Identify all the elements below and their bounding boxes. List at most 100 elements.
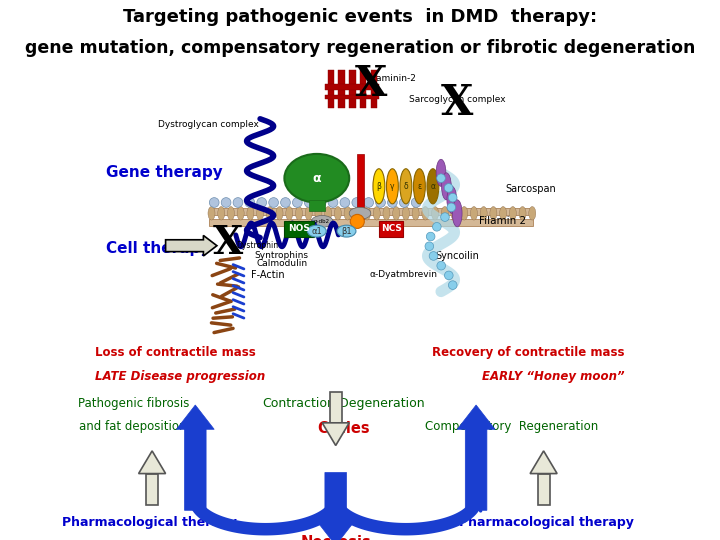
Ellipse shape [228,206,235,220]
Ellipse shape [315,206,322,220]
Text: Dystrophin: Dystrophin [236,241,278,250]
Ellipse shape [373,168,385,204]
Circle shape [340,198,350,207]
Bar [338,70,345,108]
Ellipse shape [286,206,293,220]
Text: Sarcoglycan complex: Sarcoglycan complex [409,96,505,104]
Ellipse shape [519,206,526,220]
Text: Pathogenic fibrosis: Pathogenic fibrosis [78,397,189,410]
Circle shape [444,184,453,192]
Ellipse shape [387,168,398,204]
Ellipse shape [337,225,356,237]
Circle shape [411,198,421,207]
Bar [209,208,533,215]
Ellipse shape [441,173,451,200]
Bar [309,200,325,211]
Circle shape [257,198,266,207]
Circle shape [351,214,364,228]
Text: Cycles: Cycles [318,421,370,436]
Ellipse shape [344,206,351,220]
Ellipse shape [392,206,400,220]
Circle shape [436,174,445,183]
Bar [360,70,366,108]
Circle shape [352,198,361,207]
Text: NCS: NCS [381,225,402,233]
Circle shape [376,198,385,207]
Ellipse shape [441,206,449,220]
Ellipse shape [364,206,371,220]
Circle shape [426,232,435,241]
Ellipse shape [247,206,254,220]
Ellipse shape [480,206,487,220]
Ellipse shape [431,206,438,220]
Circle shape [429,252,438,260]
Ellipse shape [217,206,225,220]
Text: X: X [212,224,243,262]
Circle shape [444,271,453,280]
Bar [349,70,356,108]
Ellipse shape [354,206,361,220]
Ellipse shape [237,206,244,220]
Circle shape [433,222,441,231]
Text: Pharmacological therapy: Pharmacological therapy [62,516,237,529]
Ellipse shape [509,206,516,220]
Text: α-Dyatmbrevin: α-Dyatmbrevin [369,270,437,279]
Text: γ: γ [390,182,395,191]
Circle shape [425,242,433,251]
Text: X: X [441,82,473,124]
Circle shape [437,261,446,270]
Text: Laminin-2: Laminin-2 [371,74,415,83]
FancyArrow shape [457,405,495,510]
Circle shape [447,203,456,212]
Text: Dystroglycan complex: Dystroglycan complex [158,120,259,129]
Ellipse shape [400,168,412,204]
Text: Targeting pathogenic events  in DMD  therapy:: Targeting pathogenic events in DMD thera… [123,8,597,26]
Bar [379,221,403,237]
Text: and fat deposition: and fat deposition [79,420,187,433]
Text: Cell therapy: Cell therapy [107,241,210,256]
Bar [209,219,533,226]
Text: Compensatory  Regeneration: Compensatory Regeneration [425,420,598,433]
Ellipse shape [461,206,468,220]
Ellipse shape [447,186,456,213]
Ellipse shape [305,206,312,220]
Text: X: X [355,63,387,105]
Text: Contraction/Degeneration: Contraction/Degeneration [263,397,425,410]
Circle shape [364,198,374,207]
Text: Syntrophins: Syntrophins [255,251,309,260]
Text: α-db2: α-db2 [314,219,330,224]
Text: LATE Disease progression: LATE Disease progression [95,370,266,383]
Circle shape [400,198,409,207]
Ellipse shape [334,206,341,220]
Bar [328,70,334,108]
Text: Recovery of contractile mass: Recovery of contractile mass [432,346,625,359]
Ellipse shape [436,159,446,186]
Circle shape [441,213,449,221]
FancyArrow shape [166,235,217,256]
Polygon shape [138,451,166,474]
Ellipse shape [256,206,264,220]
Ellipse shape [413,168,426,204]
Text: NOS: NOS [288,225,310,233]
Ellipse shape [311,215,333,227]
Text: EARLY “Honey moon”: EARLY “Honey moon” [482,370,625,383]
Circle shape [210,198,219,207]
Ellipse shape [490,206,497,220]
Text: Filamin 2: Filamin 2 [479,217,526,226]
Ellipse shape [528,206,536,220]
Circle shape [316,198,326,207]
FancyArrow shape [176,405,215,510]
Circle shape [245,198,255,207]
Circle shape [449,281,457,289]
Text: Sarcospan: Sarcospan [505,184,557,194]
Text: Loss of contractile mass: Loss of contractile mass [95,346,256,359]
Ellipse shape [470,206,477,220]
Text: Calmodulin: Calmodulin [256,259,307,268]
Text: Gene therapy: Gene therapy [107,165,223,180]
Ellipse shape [373,206,380,220]
Ellipse shape [451,206,458,220]
Ellipse shape [307,225,326,237]
Bar [371,70,377,108]
Polygon shape [530,451,557,474]
Ellipse shape [412,206,419,220]
